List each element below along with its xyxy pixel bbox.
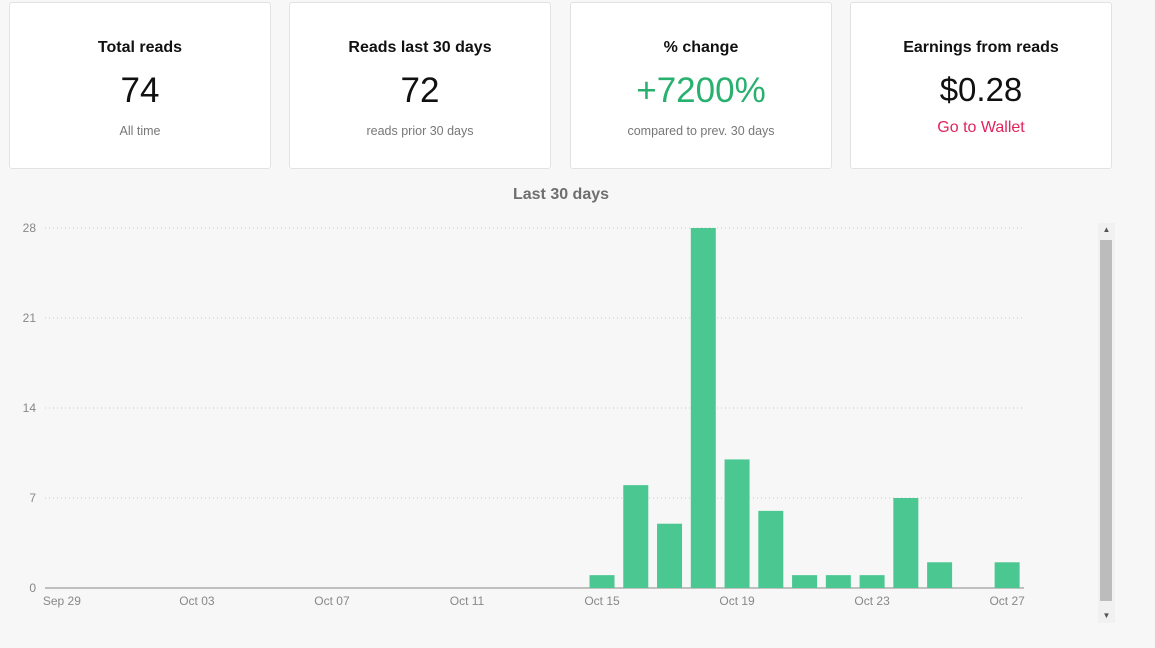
bar[interactable] [825, 575, 851, 588]
x-tick-label: Oct 19 [719, 594, 755, 608]
x-tick-label: Oct 15 [584, 594, 620, 608]
total-reads-sub: All time [119, 124, 161, 138]
y-tick-label: 28 [23, 221, 37, 235]
x-tick-label: Oct 27 [989, 594, 1025, 608]
stats-cards: Total reads 74 All time Reads last 30 da… [9, 2, 1115, 171]
scrollbar-thumb[interactable] [1100, 240, 1112, 601]
chart-title: Last 30 days [512, 186, 610, 203]
bar[interactable] [893, 498, 919, 588]
change-card: % change +7200% compared to prev. 30 day… [570, 2, 832, 169]
reads-30-value: 72 [400, 71, 440, 110]
bar[interactable] [589, 575, 615, 588]
x-tick-label: Oct 11 [450, 594, 485, 608]
bar[interactable] [724, 459, 750, 588]
scroll-down-arrow-icon[interactable]: ▼ [1102, 611, 1111, 620]
x-tick-label: Oct 03 [179, 594, 215, 608]
x-tick-label: Sep 29 [43, 594, 81, 608]
reads-bar-chart: 0 7 14 21 28 Sep 29 Oct 03 Oct 07 Oct 11 Oct 15 Oc… [23, 221, 1025, 608]
total-reads-value: 74 [120, 71, 160, 110]
y-tick-label: 21 [23, 311, 37, 325]
earnings-card: Earnings from reads $0.28 Go to Wallet [850, 2, 1112, 169]
change-value: +7200% [636, 71, 766, 110]
earnings-value: $0.28 [939, 71, 1023, 108]
x-tick-label: Oct 07 [314, 594, 350, 608]
reads-30-title: Reads last 30 days [348, 39, 492, 56]
vertical-scrollbar[interactable]: ▲ ▼ [1098, 223, 1115, 623]
bar[interactable] [657, 523, 683, 588]
scroll-up-arrow-icon[interactable]: ▲ [1102, 225, 1111, 234]
total-reads-title: Total reads [97, 39, 183, 56]
go-to-wallet-link[interactable]: Go to Wallet [937, 119, 1025, 136]
bar[interactable] [994, 562, 1020, 588]
bar[interactable] [927, 562, 953, 588]
earnings-title: Earnings from reads [903, 39, 1059, 56]
reads-30-sub: reads prior 30 days [366, 124, 474, 138]
reads-30-card: Reads last 30 days 72 reads prior 30 day… [289, 2, 551, 169]
bar[interactable] [792, 575, 818, 588]
bar[interactable] [690, 228, 716, 588]
y-tick-label: 14 [23, 401, 37, 415]
change-sub: compared to prev. 30 days [627, 124, 775, 138]
bar[interactable] [758, 510, 784, 588]
total-reads-card: Total reads 74 All time [9, 2, 271, 169]
bar[interactable] [623, 485, 649, 588]
bar[interactable] [859, 575, 885, 588]
y-tick-label: 0 [29, 581, 36, 595]
x-tick-label: Oct 23 [854, 594, 890, 608]
change-title: % change [663, 39, 739, 56]
y-tick-label: 7 [29, 491, 36, 505]
